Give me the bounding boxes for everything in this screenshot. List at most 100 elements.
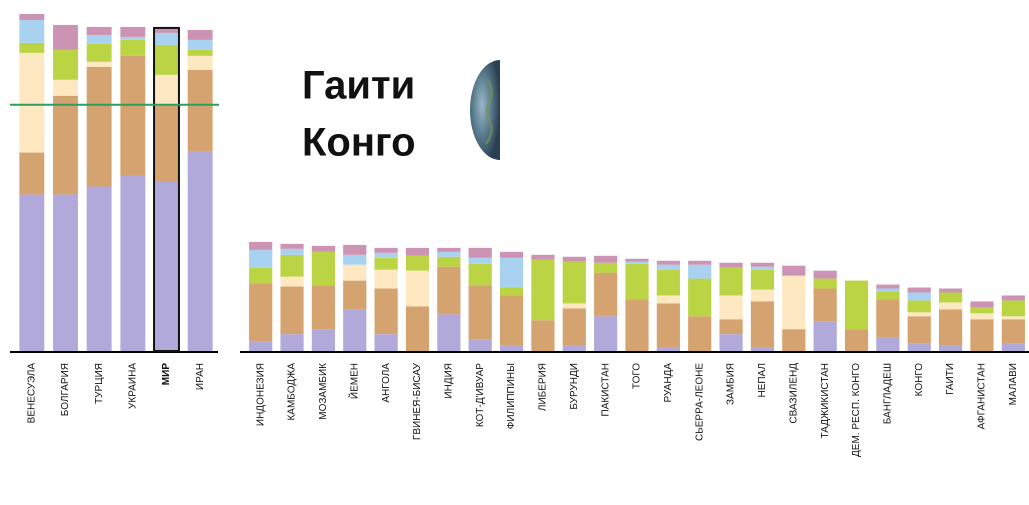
bar-segment [249, 268, 272, 284]
bar-segment [657, 295, 680, 303]
bar-segment [563, 262, 586, 304]
x-tick-label: ИРАН [195, 363, 206, 390]
bar-segment [343, 309, 366, 351]
bar-segment [657, 347, 680, 351]
bar-segment [375, 270, 398, 289]
bar-segment [120, 56, 145, 176]
x-tick-label: МИР [161, 363, 172, 386]
bar-segment [1002, 343, 1025, 351]
bar-segment [939, 345, 962, 351]
bar-segment [19, 153, 44, 195]
bar-segment [312, 329, 335, 351]
bar-segment [1002, 300, 1025, 316]
bar-segment [469, 264, 492, 286]
bar-segment [719, 263, 742, 268]
bar-segment [782, 266, 805, 276]
x-tick-label: КАМБОДЖА [287, 363, 298, 421]
bar-segment [87, 44, 112, 62]
x-tick-label: ФИЛИППИНЫ [506, 363, 517, 429]
bar-segment [280, 244, 303, 249]
bar-segment [563, 303, 586, 308]
bar-segment [500, 252, 523, 258]
bar-segment [375, 334, 398, 351]
bar-segment [249, 284, 272, 342]
x-tick-label: ЗАМБИЯ [726, 363, 737, 405]
x-tick-label: ДЕМ. РЕСП. КОНГО [851, 363, 862, 457]
bar-segment [343, 245, 366, 255]
bar-segment [970, 307, 993, 313]
bar-segment [154, 105, 179, 182]
x-tick-label: ИНДОНЕЗИЯ [255, 363, 266, 426]
bar-segment [625, 264, 648, 300]
bar-segment [188, 152, 213, 351]
bar-segment [87, 67, 112, 187]
bar-segment [563, 345, 586, 351]
bar-segment [719, 295, 742, 319]
bar-segment [688, 265, 711, 279]
x-tick-label: ТАДЖИКИСТАН [820, 363, 831, 439]
bar-segment [657, 303, 680, 347]
bar-segment [188, 56, 213, 70]
bar-segment [154, 75, 179, 105]
bar-segment [469, 248, 492, 258]
bar-segment [312, 246, 335, 252]
bar-segment [625, 259, 648, 262]
bar-segment [120, 27, 145, 37]
bar-segment [343, 281, 366, 310]
bar-segment [280, 249, 303, 255]
bar-segment [594, 316, 617, 351]
bar-segment [120, 176, 145, 351]
bar-segment [939, 309, 962, 345]
x-tick-label: ГАИТИ [945, 363, 956, 395]
bar-segment [939, 289, 962, 293]
bar-segment [375, 253, 398, 258]
bar-segment [249, 242, 272, 250]
bar-segment [500, 295, 523, 345]
bar-segment [876, 285, 899, 289]
bar-segment [751, 270, 774, 290]
x-tick-label: ТОГО [632, 363, 643, 389]
bar-segment [154, 33, 179, 45]
bar-segment [343, 255, 366, 265]
bar-segment [280, 255, 303, 277]
bar-segment [375, 289, 398, 335]
bar-segment [908, 316, 931, 343]
bar-segment [531, 255, 554, 260]
bar-segment [939, 302, 962, 309]
bar-segment [845, 281, 868, 330]
x-tick-label: ВЕНЕСУЭЛА [26, 363, 37, 424]
bar-segment [719, 319, 742, 334]
bar-segment [19, 20, 44, 43]
bar-segment [437, 267, 460, 315]
bar-segment [53, 80, 78, 96]
bar-segment [19, 194, 44, 351]
bar-segment [437, 252, 460, 257]
bar-segment [531, 260, 554, 320]
bar-segment [625, 299, 648, 351]
bar-segment [845, 329, 868, 351]
x-tick-label: МОЗАМБИК [318, 363, 329, 420]
x-tick-label: СЬЕРРА-ЛЕОНЕ [694, 363, 705, 441]
bar-segment [249, 341, 272, 351]
bar-segment [657, 270, 680, 296]
x-tick-label: КОНГО [914, 363, 925, 397]
bar-segment [751, 290, 774, 302]
bar-segment [751, 301, 774, 347]
bar-segment [188, 70, 213, 152]
bar-segment [814, 279, 837, 289]
bar-segment [908, 300, 931, 312]
bar-segment [437, 248, 460, 252]
bar-segment [500, 258, 523, 288]
x-tick-label: УКРАИНА [127, 363, 138, 409]
bar-segment [188, 30, 213, 40]
x-tick-label: АФГАНИСТАН [977, 363, 988, 429]
bar-segment [688, 316, 711, 351]
bar-segment [563, 257, 586, 262]
bar-segment [120, 40, 145, 56]
x-tick-label: РУАНДА [663, 363, 674, 403]
bar-segment [469, 286, 492, 340]
bar-segment [120, 37, 145, 40]
bar-segment [280, 334, 303, 351]
bar-segment [876, 299, 899, 337]
bar-segment [688, 261, 711, 265]
